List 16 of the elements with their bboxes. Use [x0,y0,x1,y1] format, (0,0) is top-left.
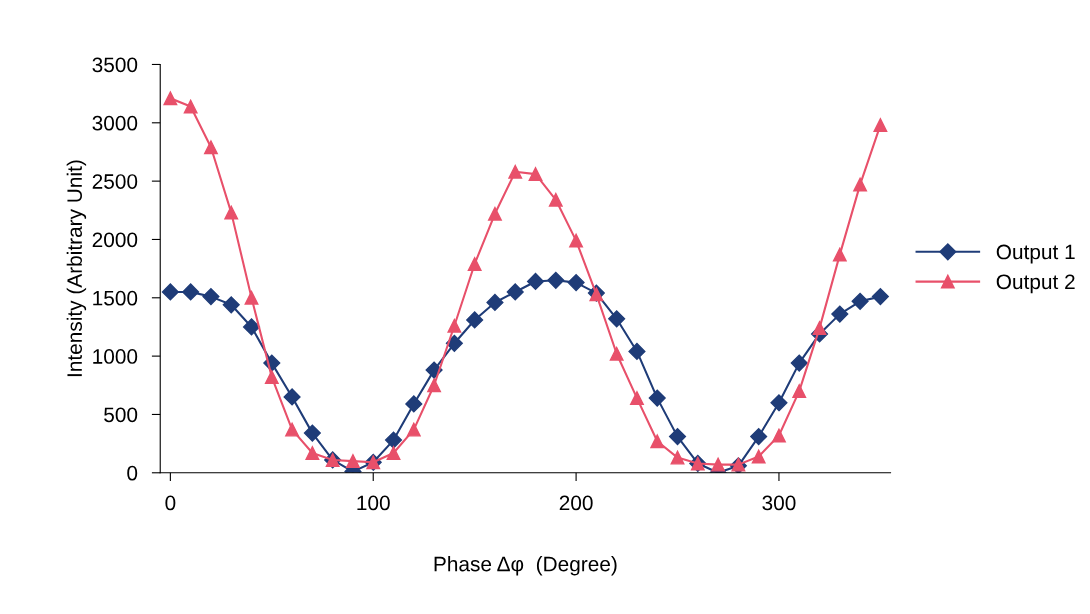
y-tick-label: 500 [104,407,138,423]
x-axis-title: Phase Δφ (Degree) [434,556,617,576]
y-tick-label: 1000 [93,349,138,364]
y-tick-label: 0 [127,465,138,481]
y-axis-title: Intensity (Arbitrary Unit) [66,160,87,377]
y-tick-label: 2000 [92,232,138,248]
x-tick-label: 100 [357,495,390,511]
legend-label: Output 2 [996,274,1075,294]
x-tick-label: 300 [762,495,796,511]
y-tick-label: 2500 [92,174,138,189]
y-tick-label: 3000 [92,115,138,131]
legend-label: Output 1 [996,244,1075,264]
y-tick-label: 1500 [93,290,138,306]
x-tick-label: 0 [165,495,176,511]
x-tick-label: 200 [559,495,593,511]
y-tick-label: 3500 [92,57,138,73]
